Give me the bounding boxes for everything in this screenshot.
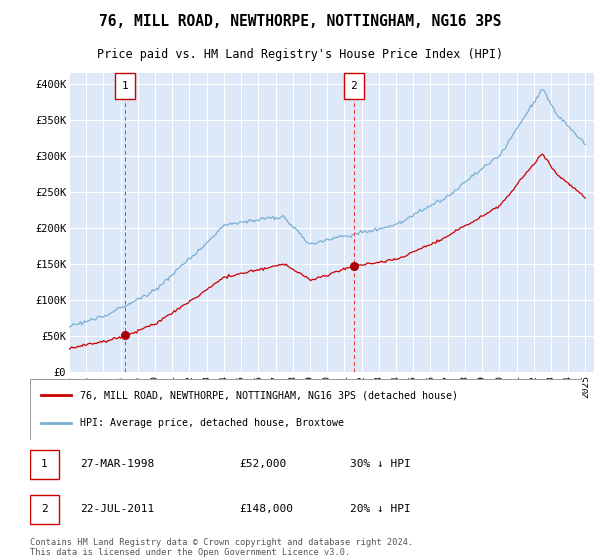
Text: £148,000: £148,000 xyxy=(240,505,294,514)
Text: £52,000: £52,000 xyxy=(240,459,287,469)
Text: Price paid vs. HM Land Registry's House Price Index (HPI): Price paid vs. HM Land Registry's House … xyxy=(97,48,503,61)
Text: 1: 1 xyxy=(121,81,128,91)
FancyBboxPatch shape xyxy=(30,450,59,479)
Text: 27-MAR-1998: 27-MAR-1998 xyxy=(80,459,154,469)
Text: 76, MILL ROAD, NEWTHORPE, NOTTINGHAM, NG16 3PS: 76, MILL ROAD, NEWTHORPE, NOTTINGHAM, NG… xyxy=(99,13,501,29)
Text: 76, MILL ROAD, NEWTHORPE, NOTTINGHAM, NG16 3PS (detached house): 76, MILL ROAD, NEWTHORPE, NOTTINGHAM, NG… xyxy=(80,390,458,400)
Text: 30% ↓ HPI: 30% ↓ HPI xyxy=(350,459,411,469)
Text: 2: 2 xyxy=(41,505,48,514)
FancyBboxPatch shape xyxy=(344,73,364,99)
Text: 20% ↓ HPI: 20% ↓ HPI xyxy=(350,505,411,514)
FancyBboxPatch shape xyxy=(30,494,59,524)
Text: HPI: Average price, detached house, Broxtowe: HPI: Average price, detached house, Brox… xyxy=(80,418,344,428)
Text: Contains HM Land Registry data © Crown copyright and database right 2024.
This d: Contains HM Land Registry data © Crown c… xyxy=(30,538,413,557)
FancyBboxPatch shape xyxy=(30,379,582,440)
FancyBboxPatch shape xyxy=(115,73,134,99)
Text: 1: 1 xyxy=(41,459,48,469)
Text: 2: 2 xyxy=(350,81,357,91)
Text: 22-JUL-2011: 22-JUL-2011 xyxy=(80,505,154,514)
